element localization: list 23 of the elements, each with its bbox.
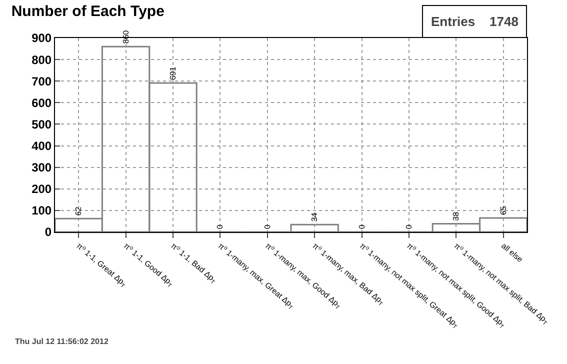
data-label: 0 xyxy=(404,224,414,229)
y-tick-label: 100 xyxy=(32,204,52,218)
data-label: 691 xyxy=(168,66,178,80)
y-tick-label: 200 xyxy=(32,182,52,196)
data-label: 65 xyxy=(498,206,508,215)
text: Thu Jul 12 11:56:02 2012 xyxy=(15,337,109,346)
data-label: 34 xyxy=(310,212,320,222)
y-tick-label: 500 xyxy=(32,117,52,132)
y-tick-label: 900 xyxy=(32,31,52,46)
y-tick-label: 800 xyxy=(32,52,52,67)
data-label: 0 xyxy=(216,224,225,229)
y-tick-label: 300 xyxy=(32,160,52,175)
data-label: 0 xyxy=(262,224,272,229)
y-tick-label: 600 xyxy=(32,96,52,110)
data-label: 0 xyxy=(357,224,366,229)
y-tick-label: 400 xyxy=(32,138,52,153)
y-tick-label: 0 xyxy=(44,225,52,240)
y-tick-label: 700 xyxy=(32,74,52,88)
data-label: 62 xyxy=(74,206,84,216)
x-tick-label: all else xyxy=(500,241,525,265)
text: Entries 1748 xyxy=(431,14,518,29)
data-label: 38 xyxy=(452,211,461,221)
chart-title: Number of Each Type xyxy=(11,2,164,20)
